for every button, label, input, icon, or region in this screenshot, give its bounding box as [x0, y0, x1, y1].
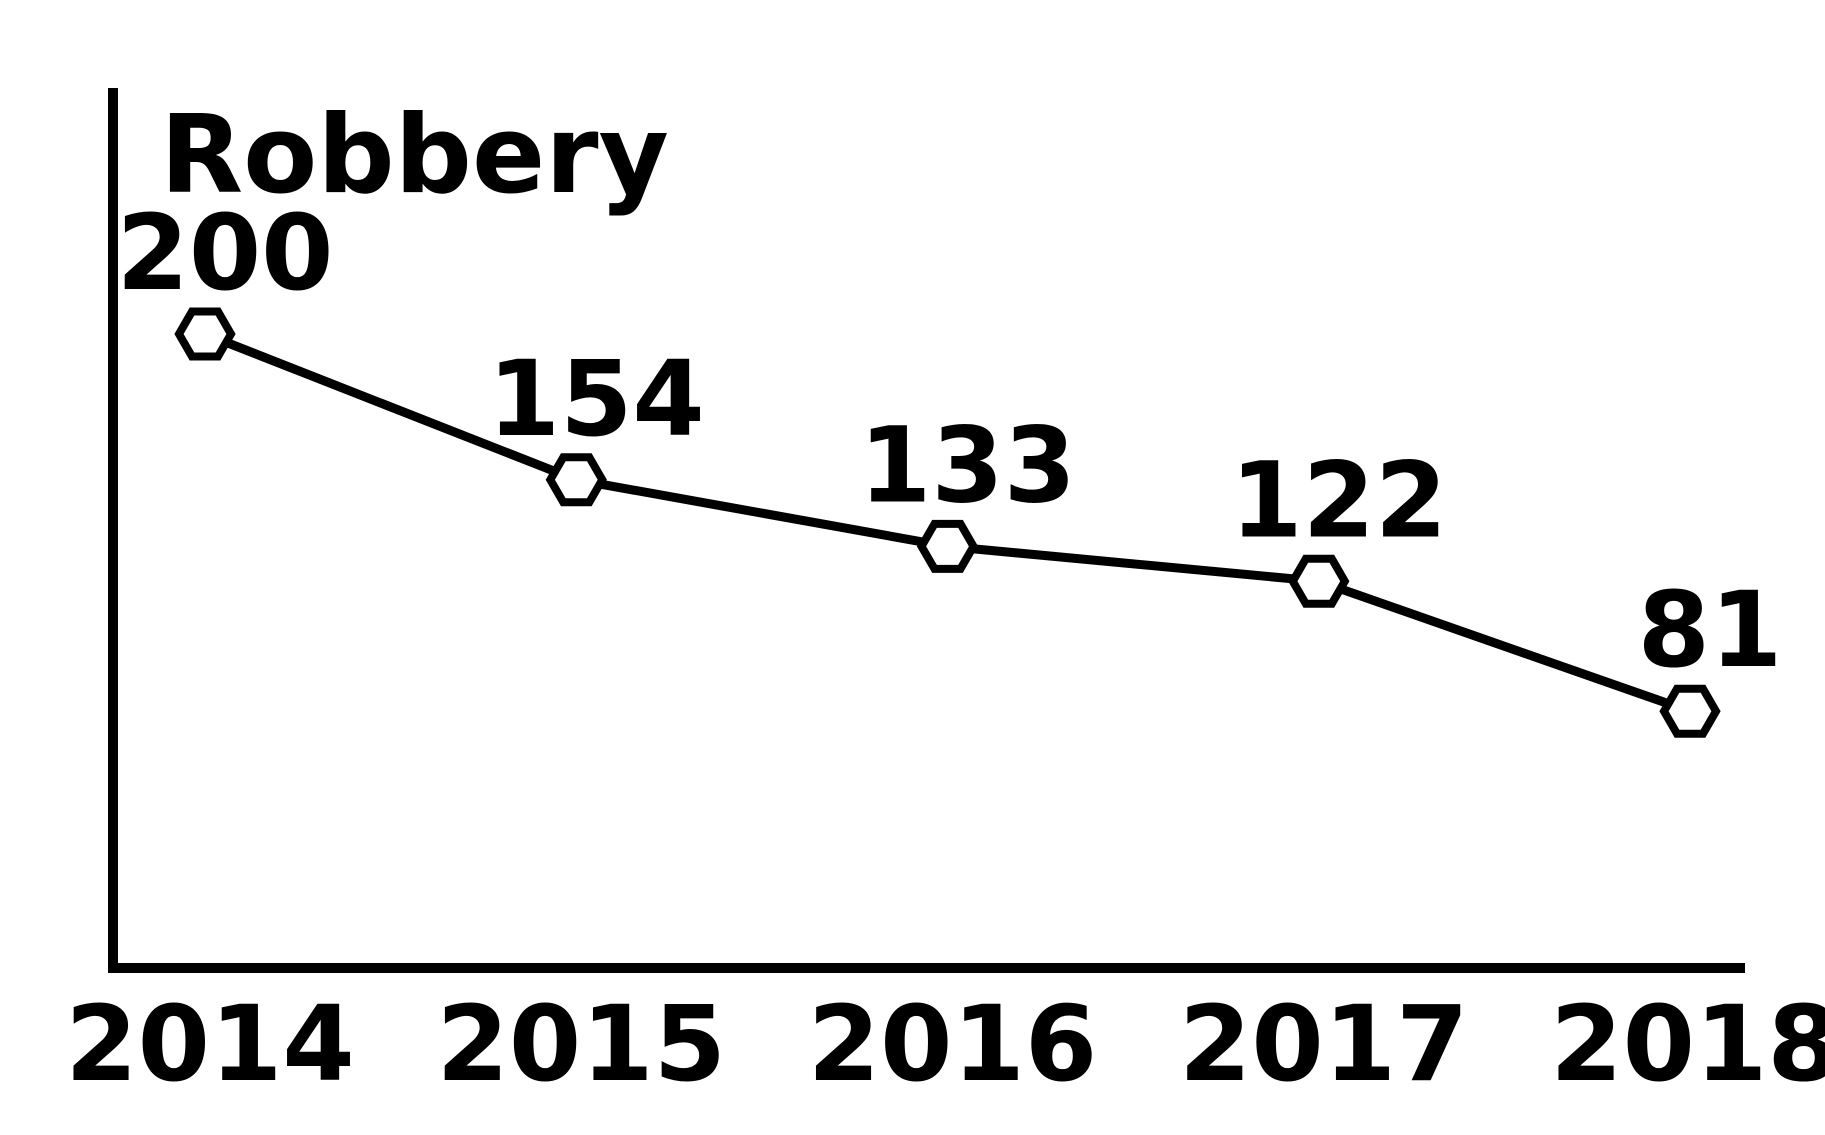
x-tick-label: 2016 [808, 983, 1097, 1105]
data-point-marker [545, 453, 607, 507]
data-point-marker [916, 519, 979, 573]
data-label: 81 [1638, 569, 1783, 691]
data-label: 122 [1230, 439, 1447, 561]
data-point-marker [1659, 684, 1721, 738]
x-tick-label: 2014 [65, 983, 354, 1105]
data-label: 133 [859, 404, 1076, 526]
data-label: 200 [116, 192, 333, 314]
data-labels-group: 200 154 133 122 81 [116, 192, 1782, 691]
series-group [174, 307, 1721, 738]
data-label: 154 [488, 338, 705, 460]
data-point-marker [1288, 554, 1350, 608]
x-tick-label: 2017 [1179, 983, 1468, 1105]
chart-title: Robbery [160, 93, 669, 218]
data-point-marker [174, 307, 236, 361]
x-tick-labels-group: 2014 2015 2016 2017 2018 [65, 983, 1825, 1105]
x-tick-label: 2018 [1550, 983, 1825, 1105]
x-tick-label: 2015 [437, 983, 726, 1105]
